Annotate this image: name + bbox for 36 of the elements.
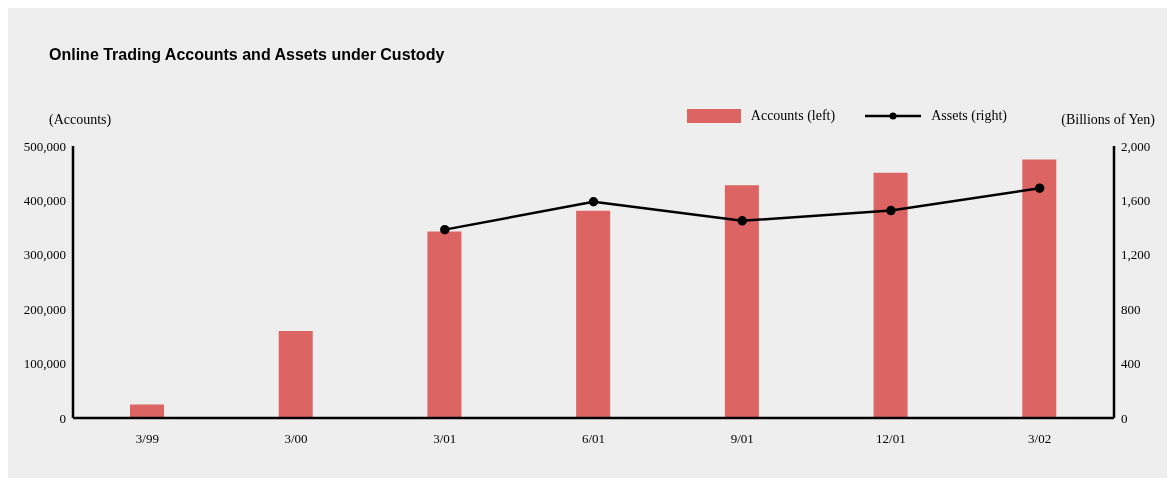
y-tick-label: 0 xyxy=(59,410,66,426)
y-tick-label: 100,000 xyxy=(23,356,66,372)
y2-tick-label: 1,600 xyxy=(1121,192,1151,208)
point xyxy=(440,224,450,235)
x-tick-label: 9/01 xyxy=(730,431,754,447)
bar xyxy=(724,185,759,418)
legend-label: Accounts (left) xyxy=(750,108,836,124)
point xyxy=(886,205,896,216)
x-tick-label: 3/02 xyxy=(1028,431,1052,447)
x-tick-label: 12/01 xyxy=(876,431,906,447)
x-tick-label: 6/01 xyxy=(581,431,606,447)
bar xyxy=(130,404,164,418)
y2-tick-label: 2,000 xyxy=(1121,138,1151,154)
point xyxy=(1034,183,1045,193)
y-tick-label: 300,000 xyxy=(23,247,66,263)
y2-tick-label: 800 xyxy=(1121,301,1141,317)
legend-label: Assets (right) xyxy=(931,108,1007,124)
y-tick-label: 500,000 xyxy=(23,138,66,154)
bar xyxy=(576,210,611,418)
x-tick-label: 3/01 xyxy=(433,431,457,447)
y-tick-label: 200,000 xyxy=(23,301,66,317)
point xyxy=(737,216,747,226)
y2-tick-label: 0 xyxy=(1121,410,1128,426)
y-axis-title: (Accounts) xyxy=(49,112,112,128)
y2-axis-title: (Billions of Yen) xyxy=(1061,112,1155,128)
chart-title: Online Trading Accounts and Assets under Custody xyxy=(49,46,445,64)
y-tick-label: 400,000 xyxy=(23,192,66,208)
y2-tick-label: 400 xyxy=(1121,356,1141,372)
point xyxy=(588,197,599,207)
bar xyxy=(1022,159,1057,418)
bar xyxy=(427,231,462,418)
x-tick-label: 3/00 xyxy=(284,431,308,447)
bar xyxy=(278,330,313,418)
x-tick-label: 3/99 xyxy=(135,431,159,447)
y2-tick-label: 1,200 xyxy=(1121,247,1151,263)
bar xyxy=(873,172,908,418)
